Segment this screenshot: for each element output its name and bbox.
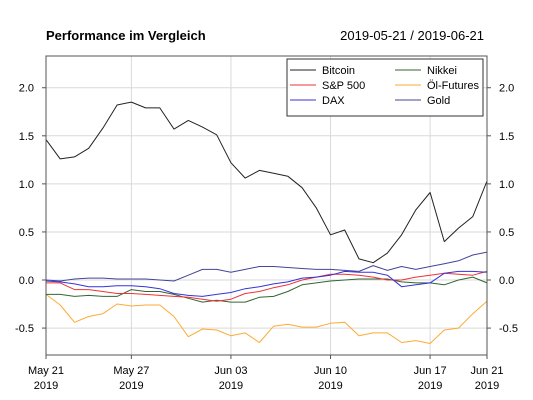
series-line-s-p-500 [46, 270, 488, 302]
chart-title: Performance im Vergleich [46, 28, 206, 43]
x-tick-label: Jun 03 [214, 365, 247, 377]
legend-label: Bitcoin [322, 65, 355, 77]
legend-label: Öl-Futures [427, 80, 479, 92]
y-tick-label-right: -0.5 [499, 323, 518, 335]
y-tick-label-right: 0.5 [499, 227, 514, 239]
series-line-nikkei [46, 276, 488, 303]
x-tick-year-label: 2019 [34, 380, 58, 392]
legend-label: Gold [427, 95, 450, 107]
x-tick-year-label: 2019 [418, 380, 442, 392]
y-tick-label-right: 2.0 [499, 83, 514, 95]
axes: -0.5 -0.5 0.0 0.0 0.5 0.5 1.0 1.0 1.5 1.5 2.0 2.0 Ma… [15, 83, 518, 392]
x-tick-label: Jun 10 [314, 365, 347, 377]
y-tick-label-left: 2.0 [19, 83, 34, 95]
series-line-bitcoin [45, 101, 488, 264]
legend-label: Nikkei [427, 65, 457, 77]
series-line-dax [45, 270, 488, 297]
legend-label: S&P 500 [322, 80, 365, 92]
y-tick-label-left: 0.5 [19, 227, 34, 239]
x-tick-year-label: 2019 [219, 380, 243, 392]
y-tick-label-right: 0.0 [499, 275, 514, 287]
x-tick-label: Jun 21 [470, 365, 503, 377]
y-tick-label-left: -0.5 [15, 323, 34, 335]
x-tick-year-label: 2019 [475, 380, 499, 392]
series-lines [45, 101, 488, 344]
y-tick-label-right: 1.0 [499, 179, 514, 191]
x-tick-label: Jun 17 [414, 365, 447, 377]
y-tick-label-right: 1.5 [499, 131, 514, 143]
legend-box [286, 58, 484, 117]
x-tick-label: May 21 [28, 365, 64, 377]
y-tick-label-left: 1.0 [19, 179, 34, 191]
series-line-gold [45, 251, 488, 282]
x-tick-year-label: 2019 [318, 380, 342, 392]
x-tick-label: May 27 [113, 365, 149, 377]
date-range-label: 2019-05-21 / 2019-06-21 [340, 28, 484, 43]
legend: Bitcoin S&P 500 DAX Nikkei Öl-Futures Gold [286, 58, 484, 117]
plot-frame [45, 55, 488, 356]
series-line-l-futures [45, 293, 488, 344]
x-tick-year-label: 2019 [119, 380, 143, 392]
legend-label: DAX [322, 95, 345, 107]
y-tick-label-left: 0.0 [19, 275, 34, 287]
y-tick-label-left: 1.5 [19, 131, 34, 143]
